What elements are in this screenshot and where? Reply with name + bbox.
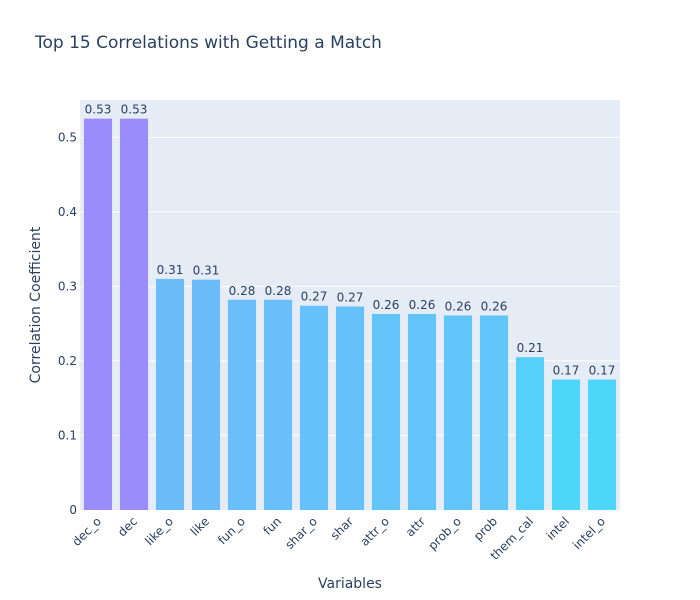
x-tick-label: prob [471,514,500,543]
y-tick-label: 0.1 [58,428,77,442]
x-tick-label: dec_o [70,514,105,549]
y-tick-label: 0.4 [58,205,77,219]
x-tick-label: shar_o [282,514,320,552]
bar[interactable] [83,118,113,511]
x-tick-label: prob_o [426,514,465,553]
x-axis-title: Variables [318,576,382,592]
x-tick-label: dec [115,514,140,539]
data-label-layer: 0.53 0.53 0.31 0.31 0.28 0.28 0.27 0.27 0.26 0.26… [85,103,616,378]
data-label: 0.26 [409,298,436,312]
data-label: 0.31 [157,263,184,277]
y-axis-title: Correlation Coefficient [28,226,44,383]
data-label: 0.31 [193,264,220,278]
data-label: 0.17 [553,364,580,378]
bar[interactable] [191,279,221,510]
bar[interactable] [335,306,365,510]
y-tick-label: 0.5 [58,130,77,144]
bar[interactable] [587,379,617,510]
y-axis: 0 0.1 0.2 0.3 0.4 0.5 [58,130,77,517]
bar[interactable] [119,118,149,511]
bar[interactable] [515,357,545,510]
chart-title: Top 15 Correlations with Getting a Match [35,33,382,53]
x-tick-label: like_o [142,514,176,548]
bar-layer [83,118,617,511]
x-tick-label: like [188,514,212,538]
data-label: 0.27 [337,290,364,304]
x-tick-label: attr_o [357,514,392,549]
bar[interactable] [263,299,293,510]
x-tick-label: fun_o [215,514,248,547]
data-label: 0.28 [229,284,256,298]
bar[interactable] [155,278,185,510]
x-tick-label: attr [403,514,428,539]
bar[interactable] [551,379,581,510]
bar[interactable] [443,315,473,510]
x-tick-label: intel_o [570,514,608,552]
data-label: 0.28 [265,284,292,298]
y-tick-label: 0 [69,503,77,517]
bar[interactable] [227,299,257,510]
data-label: 0.26 [445,299,472,313]
data-label: 0.27 [301,290,328,304]
bar[interactable] [407,313,437,510]
data-label: 0.26 [481,299,508,313]
x-tick-label: fun [260,514,284,538]
y-tick-label: 0.2 [58,354,77,368]
x-tick-label: intel [544,514,573,543]
data-label: 0.17 [589,364,616,378]
data-label: 0.26 [373,298,400,312]
data-label: 0.53 [85,103,112,117]
data-label: 0.21 [517,341,544,355]
x-tick-label: shar [328,514,356,542]
bar[interactable] [479,315,509,510]
data-label: 0.53 [121,103,148,117]
bar[interactable] [299,305,329,510]
bar[interactable] [371,313,401,510]
y-tick-label: 0.3 [58,279,77,293]
